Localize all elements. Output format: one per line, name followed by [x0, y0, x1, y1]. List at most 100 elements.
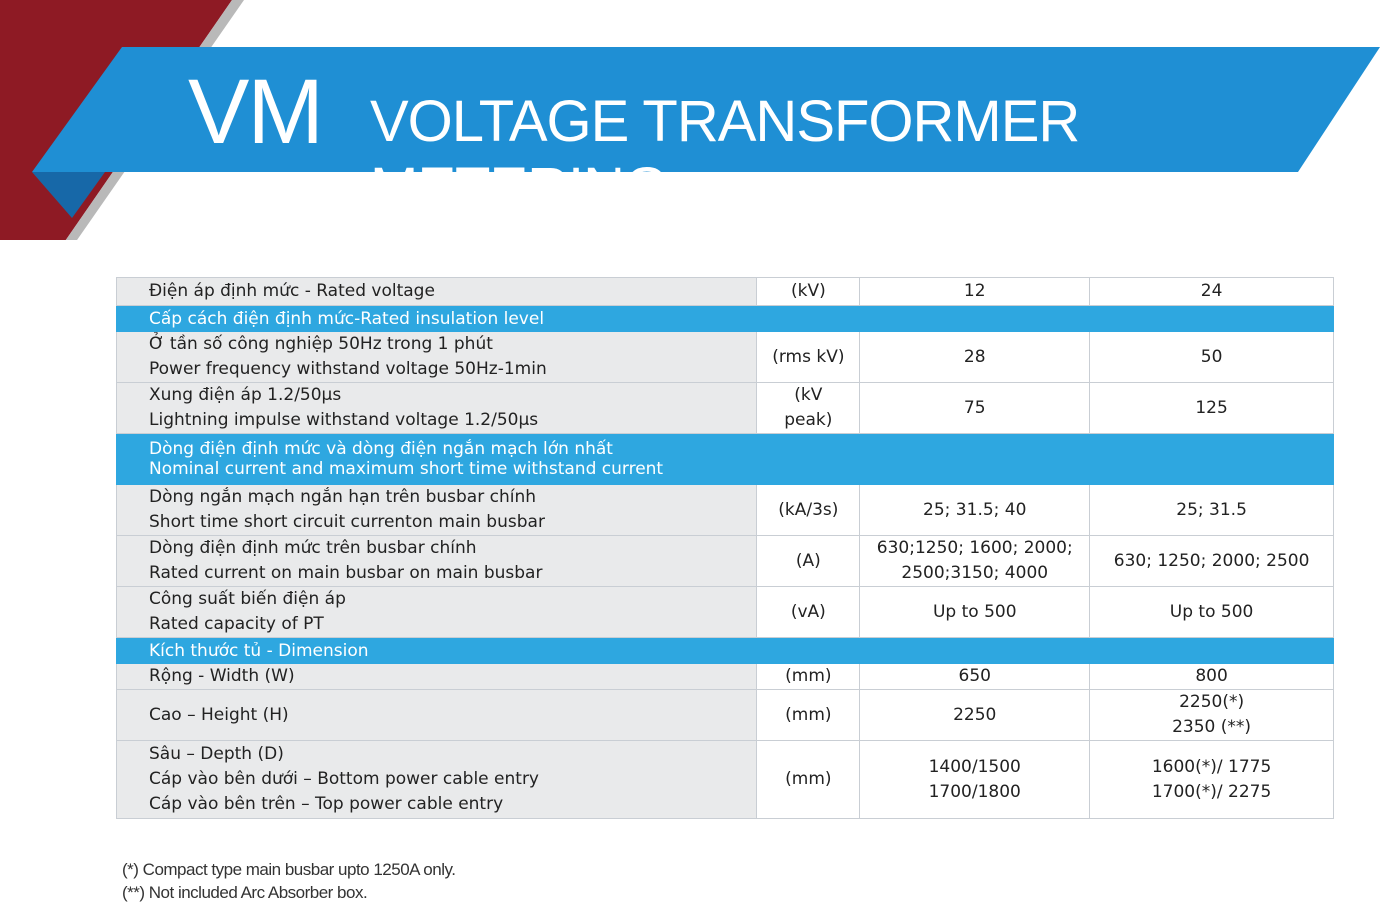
- cell-line: Cáp vào bên dưới – Bottom power cable en…: [149, 769, 539, 789]
- cell-line: Rộng - Width (W): [149, 666, 295, 686]
- unit-cell: (mm): [756, 740, 861, 819]
- cell-line: 25; 31.5: [1176, 499, 1247, 520]
- value-24kv-cell: 25; 31.5: [1089, 484, 1334, 536]
- cell-line: 2250(*): [1179, 692, 1245, 712]
- table-row: Sâu – Depth (D) Cáp vào bên dưới – Bottom…: [115, 740, 1334, 819]
- cell-line: 1700(*)/ 2275: [1151, 781, 1272, 802]
- cell-line: 1400/1500: [928, 756, 1021, 777]
- header-banner-graphic: [0, 0, 1380, 240]
- value-24kv-cell: 800: [1089, 663, 1334, 690]
- cell-line: Nominal current and maximum short time w…: [149, 459, 664, 479]
- parameter-cell: Dòng ngắn mạch ngắn hạn trên busbar chín…: [115, 484, 758, 536]
- cell-line: 630;1250; 1600; 2000;: [876, 538, 1073, 558]
- cell-line: 125: [1195, 397, 1228, 418]
- parameter-cell: Công suất biến điện áp Rated capacity of …: [115, 586, 758, 638]
- unit-cell: (mm): [756, 689, 861, 741]
- section-header-row: Cấp cách điện định mức-Rated insulation …: [116, 305, 1334, 332]
- unit-cell: (kV): [756, 277, 861, 306]
- section-title: Cấp cách điện định mức-Rated insulation …: [116, 305, 1334, 332]
- cell-line: Công suất biến điện áp: [149, 589, 346, 609]
- cell-line: Up to 500: [932, 601, 1017, 622]
- cell-line: 2500;3150; 4000: [901, 563, 1049, 583]
- value-24kv-cell: 24: [1089, 277, 1334, 306]
- parameter-cell: Ở tần số công nghiệp 50Hz trong 1 phút Po…: [115, 331, 758, 383]
- footnotes: (*) Compact type main busbar upto 1250A …: [122, 858, 456, 904]
- section-title: Dòng điện định mức và dòng điện ngắn mạc…: [116, 433, 1334, 485]
- cell-line: 75: [963, 397, 986, 418]
- cell-line: 28: [963, 346, 986, 367]
- cell-line: 12: [963, 281, 986, 301]
- cell-line: Short time short circuit currenton main …: [149, 512, 545, 532]
- value-12kv-cell: 2250: [859, 689, 1091, 741]
- value-24kv-cell: Up to 500: [1089, 586, 1334, 638]
- cell-line: 2350 (**): [1172, 717, 1252, 737]
- cell-line: Kích thước tủ - Dimension: [149, 640, 369, 661]
- value-24kv-cell: 2250(*) 2350 (**): [1089, 689, 1334, 741]
- value-12kv-cell: 25; 31.5; 40: [859, 484, 1091, 536]
- table-row: Cao – Height (H) (mm) 2250 2250(*) 2350 (**): [115, 689, 1334, 741]
- value-12kv-cell: 12: [859, 277, 1091, 306]
- value-12kv-cell: 28: [859, 331, 1091, 383]
- unit-cell: (vA): [756, 586, 861, 638]
- section-header-row: Dòng điện định mức và dòng điện ngắn mạc…: [116, 433, 1334, 485]
- cell-line: Xung điện áp 1.2/50µs: [149, 385, 342, 405]
- cell-line: Up to 500: [1169, 601, 1254, 622]
- value-12kv-cell: 650: [859, 663, 1091, 690]
- cell-line: Cấp cách điện định mức-Rated insulation …: [149, 308, 545, 329]
- banner-fold: [32, 172, 105, 218]
- table-row: Rộng - Width (W) (mm) 650 800: [115, 663, 1334, 690]
- unit-cell: (kV peak): [756, 382, 861, 434]
- cell-line: Cáp vào bên trên – Top power cable entry: [149, 794, 504, 814]
- unit-cell: (mm): [756, 663, 861, 690]
- parameter-cell: Dòng điện định mức trên busbar chính Rate…: [115, 535, 758, 587]
- spec-table: Điện áp định mức - Rated voltage (kV) 12 24…: [115, 277, 1334, 819]
- unit-cell: (A): [756, 535, 861, 587]
- section-title: Kích thước tủ - Dimension: [116, 637, 1334, 664]
- cell-line: Ở tần số công nghiệp 50Hz trong 1 phút: [149, 334, 493, 354]
- value-12kv-cell: Up to 500: [859, 586, 1091, 638]
- cell-line: 630; 1250; 2000; 2500: [1113, 550, 1310, 571]
- cell-line: Cao – Height (H): [149, 704, 289, 725]
- cell-line: 650: [958, 666, 991, 686]
- table-row: Ở tần số công nghiệp 50Hz trong 1 phút Po…: [115, 331, 1334, 383]
- cell-line: Rated current on main busbar on main bus…: [149, 563, 543, 583]
- value-24kv-cell: 125: [1089, 382, 1334, 434]
- table-row: Dòng ngắn mạch ngắn hạn trên busbar chín…: [115, 484, 1334, 536]
- cell-line: 25; 31.5; 40: [923, 499, 1027, 520]
- unit-cell: (rms kV): [756, 331, 861, 383]
- cell-line: Dòng điện định mức và dòng điện ngắn mạc…: [149, 439, 613, 459]
- cell-line: 1600(*)/ 1775: [1151, 756, 1272, 777]
- page-title: VOLTAGE TRANSFORMER METERING: [370, 89, 1080, 221]
- cell-line: Lightning impulse withstand voltage 1.2/…: [149, 410, 539, 430]
- cell-line: 2250: [953, 704, 997, 725]
- cell-line: Dòng ngắn mạch ngắn hạn trên busbar chín…: [149, 487, 536, 507]
- parameter-cell: Cao – Height (H): [115, 689, 758, 741]
- parameter-cell: Sâu – Depth (D) Cáp vào bên dưới – Bottom…: [115, 740, 758, 819]
- cell-line: Rated capacity of PT: [149, 614, 324, 634]
- table-row: Dòng điện định mức trên busbar chính Rate…: [115, 535, 1334, 587]
- value-12kv-cell: 630;1250; 1600; 2000; 2500;3150; 4000: [859, 535, 1091, 587]
- cell-line: 24: [1200, 281, 1223, 301]
- banner-band: [32, 47, 1380, 172]
- table-row: Công suất biến điện áp Rated capacity of …: [115, 586, 1334, 638]
- value-24kv-cell: 630; 1250; 2000; 2500: [1089, 535, 1334, 587]
- parameter-cell: Điện áp định mức - Rated voltage: [115, 277, 758, 306]
- value-24kv-cell: 50: [1089, 331, 1334, 383]
- value-12kv-cell: 75: [859, 382, 1091, 434]
- cell-line: 1700/1800: [928, 781, 1021, 802]
- cell-line: 50: [1200, 346, 1223, 367]
- cell-line: Power frequency withstand voltage 50Hz-1…: [149, 359, 547, 379]
- cell-line: Điện áp định mức - Rated voltage: [149, 281, 435, 301]
- section-header-row: Kích thước tủ - Dimension: [116, 637, 1334, 664]
- parameter-cell: Xung điện áp 1.2/50µs Lightning impulse w…: [115, 382, 758, 434]
- table-row: Xung điện áp 1.2/50µs Lightning impulse w…: [115, 382, 1334, 434]
- unit-cell: (kA/3s): [756, 484, 861, 536]
- cell-line: Sâu – Depth (D): [149, 744, 284, 764]
- parameter-cell: Rộng - Width (W): [115, 663, 758, 690]
- value-24kv-cell: 1600(*)/ 1775 1700(*)/ 2275: [1089, 740, 1334, 819]
- value-12kv-cell: 1400/1500 1700/1800: [859, 740, 1091, 819]
- footnote: (**) Not included Arc Absorber box.: [122, 883, 368, 902]
- product-code: VM: [188, 61, 324, 163]
- table-row: Điện áp định mức - Rated voltage (kV) 12 24: [115, 277, 1334, 306]
- footnote: (*) Compact type main busbar upto 1250A …: [122, 860, 456, 879]
